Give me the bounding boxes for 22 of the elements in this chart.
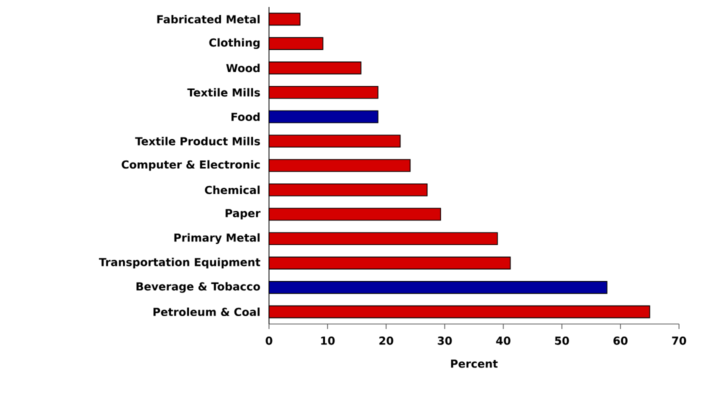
y-tick-label: Primary Metal — [174, 233, 260, 244]
y-tick-label: Food — [232, 112, 260, 121]
x-tick-label: 0 — [266, 336, 272, 345]
x-axis-title: Percent — [451, 360, 498, 368]
y-tick-label: Computer & Electronic — [122, 160, 260, 171]
y-tick-label: Beverage & Tobacco — [136, 282, 260, 293]
x-tick-label: 40 — [496, 336, 510, 345]
x-tick-label: 50 — [555, 336, 569, 345]
x-tick-label: 30 — [438, 336, 452, 345]
y-tick-label: Transportation Equipment — [98, 258, 260, 268]
y-tick-label: Chemical — [204, 186, 260, 194]
y-tick-label: Paper — [226, 209, 260, 220]
y-tick-label: Textile Product Mills — [135, 136, 260, 146]
y-tick-label: Fabricated Metal — [157, 14, 260, 24]
y-tick-label: Textile Mills — [187, 88, 260, 97]
x-tick-label: 20 — [379, 336, 394, 345]
y-tick-label: Petroleum & Coal — [154, 308, 260, 316]
x-tick-label: 70 — [672, 336, 686, 345]
y-tick-label: Clothing — [209, 38, 260, 49]
y-tick-label: Wood — [226, 64, 260, 72]
x-tick-label: 60 — [613, 336, 628, 345]
x-tick-label: 10 — [321, 336, 335, 345]
